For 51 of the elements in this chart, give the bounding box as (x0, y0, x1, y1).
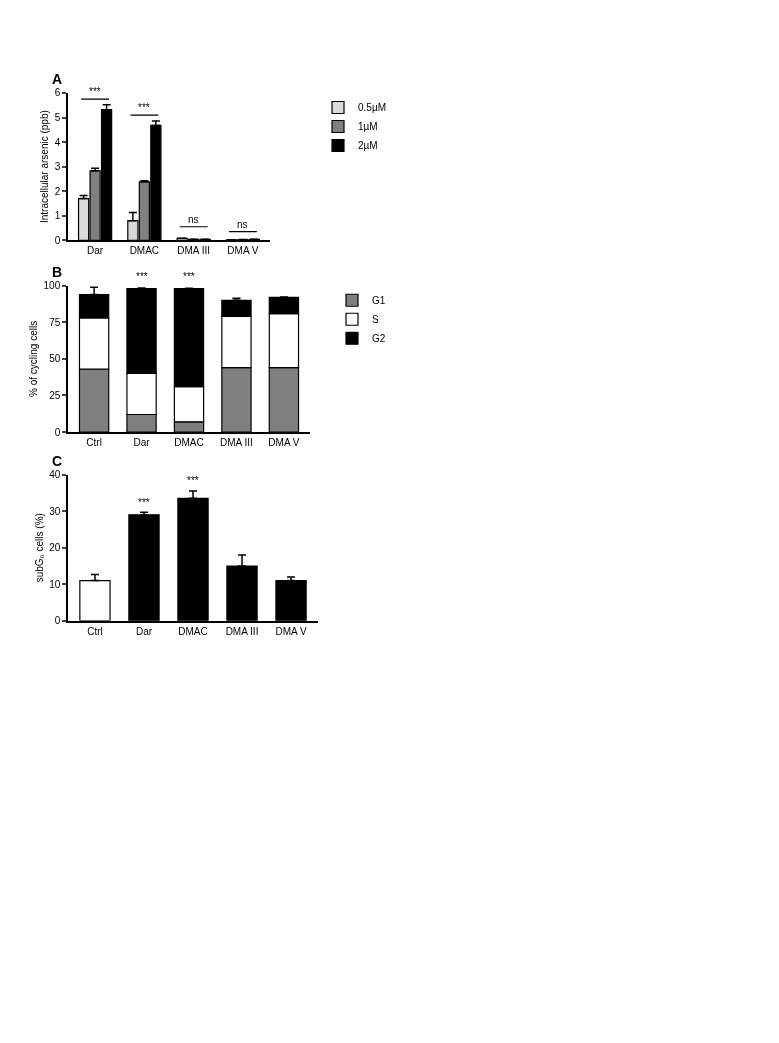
legend-label: 1µM (358, 121, 378, 133)
x-tick-label: DMA III (225, 625, 259, 637)
annotation: *** (187, 475, 199, 486)
y-tick-label: 0 (54, 426, 61, 438)
legend-label: G1 (372, 295, 386, 307)
y-tick-label: 50 (49, 353, 61, 365)
x-tick-label: Dar (87, 245, 104, 257)
annotation: *** (138, 497, 150, 508)
y-tick-label: 0 (54, 234, 61, 246)
x-tick-label: Ctrl (87, 625, 103, 637)
legend-label: G2 (372, 333, 386, 345)
y-tick-label: 3 (54, 161, 61, 173)
x-tick-label: DMA V (275, 625, 307, 637)
x-tick-label: Dar (133, 436, 151, 448)
y-tick-label: 6 (54, 87, 61, 99)
y-tick-label: 5 (54, 112, 61, 124)
annotation: ns (237, 219, 248, 230)
y-tick-label: 20 (49, 542, 61, 554)
y-tick-label: 1 (54, 210, 61, 222)
x-tick-label: Dar (135, 625, 153, 637)
chart-title: A (52, 71, 63, 87)
annotation: ns (188, 214, 199, 225)
x-tick-label: DMA III (220, 436, 253, 448)
y-tick-label: 4 (54, 136, 61, 148)
x-tick-label: DMA III (177, 245, 211, 257)
y-axis-title: % of cycling cells (28, 320, 40, 397)
x-tick-label: Ctrl (86, 436, 102, 448)
annotation: *** (89, 86, 101, 97)
y-tick-label: 100 (43, 280, 61, 292)
x-tick-label: DMAC (178, 625, 208, 637)
x-tick-label: DMAC (174, 436, 204, 448)
annotation: *** (138, 102, 150, 113)
y-axis-title: subG₀ cells (%) (33, 513, 45, 583)
y-tick-label: 30 (49, 505, 61, 517)
x-tick-label: DMA V (268, 436, 300, 448)
y-tick-label: 25 (49, 389, 61, 401)
y-tick-label: 40 (49, 469, 61, 481)
y-tick-label: 75 (49, 316, 61, 328)
text: *** (183, 271, 195, 282)
x-tick-label: DMA V (227, 245, 259, 257)
y-tick-label: 10 (49, 578, 61, 590)
legend-label: 2µM (358, 140, 378, 152)
y-axis-title: Intracellular arsenic (ppb) (39, 110, 51, 224)
x-tick-label: DMAC (129, 245, 160, 257)
legend-label: 0.5µM (358, 102, 386, 114)
legend-label: S (372, 314, 379, 326)
chart-title: B (52, 264, 63, 280)
chart-title: C (52, 453, 63, 469)
y-tick-label: 0 (54, 615, 61, 627)
y-tick-label: 2 (54, 185, 61, 197)
text: *** (136, 271, 148, 282)
